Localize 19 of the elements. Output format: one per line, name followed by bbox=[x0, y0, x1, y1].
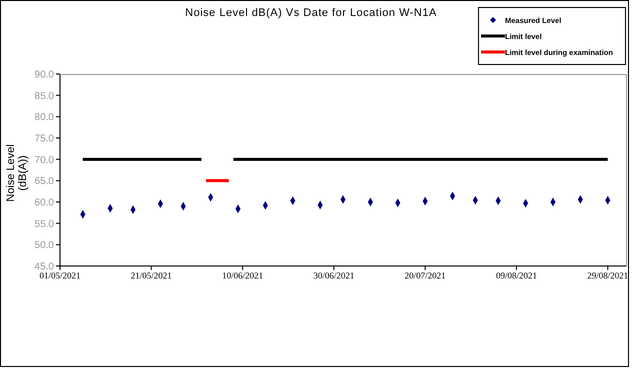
y-tick-label: 60.0 bbox=[34, 198, 54, 209]
y-tick-label: 90.0 bbox=[34, 70, 54, 81]
x-tick-label: 20/07/2021 bbox=[404, 270, 446, 280]
y-tick-label: 70.0 bbox=[34, 154, 54, 166]
y-tick-label: 50.0 bbox=[34, 240, 54, 252]
x-tick-label: 01/05/2021 bbox=[39, 270, 81, 280]
chart-title: Noise Level dB(A) Vs Date for Location W-N1A bbox=[185, 7, 437, 19]
x-tick-label: 09/08/2021 bbox=[496, 270, 537, 280]
y-axis-title: Noise Level (dB(A)) bbox=[5, 143, 29, 204]
x-tick-label: 21/05/2021 bbox=[130, 270, 172, 280]
y-tick-label: 80.0 bbox=[34, 112, 54, 124]
x-tick-label: 30/06/2021 bbox=[313, 270, 354, 280]
y-tick-label: 85.0 bbox=[34, 90, 54, 102]
y-tick-label: 75.0 bbox=[34, 134, 54, 145]
x-tick-label: 10/06/2021 bbox=[222, 270, 264, 280]
y-tick-label: 65.0 bbox=[34, 176, 54, 188]
y-tick-label: 55.0 bbox=[34, 218, 54, 230]
y-tick-label: 45.0 bbox=[34, 262, 54, 273]
x-tick-label: 29/08/2021 bbox=[587, 270, 628, 280]
